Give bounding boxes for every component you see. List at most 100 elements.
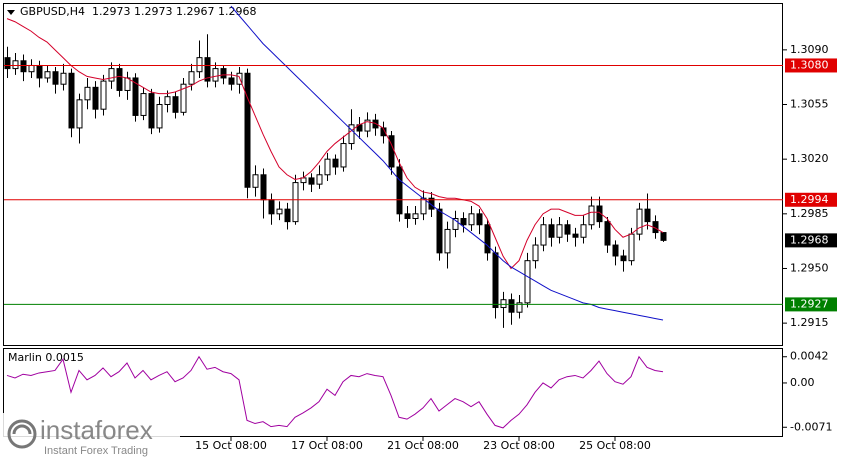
candle-body [580, 224, 587, 238]
current-price: 1.2968 [790, 233, 829, 246]
candle-body [572, 233, 579, 238]
level-label: 1.3080 [790, 58, 829, 71]
candle-body [172, 96, 179, 113]
candle-body [292, 182, 299, 223]
candle-body [588, 205, 595, 226]
candle-body [20, 60, 27, 73]
candle-body [268, 199, 275, 215]
candle-body [116, 68, 123, 91]
symbol-title: GBPUSD,H4 [20, 5, 85, 18]
moving-average [6, 18, 664, 270]
candle-body [276, 208, 283, 215]
x-tick-label: 17 Oct 08:00 [291, 439, 363, 452]
price-box [785, 233, 837, 248]
candle-body [436, 208, 443, 254]
candle-body [364, 119, 371, 132]
candle-body [28, 64, 35, 73]
watermark: instaforex Instant Forex Trading [0, 413, 180, 459]
candle-body [180, 83, 187, 113]
watermark-tagline: Instant Forex Trading [44, 445, 148, 457]
level-box [785, 192, 837, 207]
candle-body [604, 221, 611, 246]
watermark-logo-arc [12, 424, 32, 435]
header-low: 1.2967 [176, 5, 215, 18]
candle-body [396, 166, 403, 215]
candle-body [148, 93, 155, 129]
candle-body [324, 158, 331, 176]
y-tick-label: 0.00 [790, 376, 815, 389]
x-tick-label: 15 Oct 08:00 [195, 439, 267, 452]
candle-body [188, 71, 195, 85]
watermark-brand: instaforex [40, 415, 153, 445]
level-box [785, 58, 837, 73]
candle-body [316, 174, 323, 185]
candle-body [260, 174, 267, 201]
y-tick-label: 1.2915 [790, 316, 829, 329]
y-tick-label: 0.0042 [790, 350, 829, 363]
header-open: 1.2973 [92, 5, 131, 18]
level-label: 1.2994 [790, 193, 829, 206]
candle-body [500, 299, 507, 309]
candle-body [548, 224, 555, 238]
candle-body [660, 232, 667, 241]
marks: GBPUSD,H4 1.2973 1.2973 1.2967 1.29681.30901… [4, 5, 837, 452]
candle-body [596, 205, 603, 223]
candle-body [100, 80, 107, 110]
candle-body [132, 77, 139, 116]
oscillator-line [6, 355, 664, 429]
candle-body [508, 299, 515, 313]
candle-body [212, 68, 219, 82]
candle-body [196, 57, 203, 73]
candle-body [636, 208, 643, 235]
header-high: 1.2973 [134, 5, 173, 18]
candle-body [516, 302, 523, 313]
watermark-bg [0, 413, 180, 459]
y-tick-label: 1.3020 [790, 152, 829, 165]
candle-body [92, 86, 99, 110]
x-tick-label: 21 Oct 08:00 [387, 439, 459, 452]
y-tick-label: 1.2985 [790, 207, 829, 220]
indicator-title: Marlin 0.0015 [8, 351, 84, 364]
candle-body [12, 60, 19, 70]
level-box [785, 297, 837, 312]
candle-body [476, 213, 483, 226]
watermark-logo [7, 419, 37, 449]
level-label: 1.2927 [790, 297, 829, 310]
x-tick-label: 25 Oct 08:00 [579, 439, 651, 452]
candle-body [76, 99, 83, 129]
candle-body [332, 158, 339, 168]
candle-body [60, 72, 67, 85]
candle-body [244, 72, 251, 188]
candle-body [52, 71, 59, 85]
candle-body [612, 244, 619, 257]
candle-body [44, 71, 51, 79]
x-tick-label: 23 Oct 08:00 [483, 439, 555, 452]
candle-body [140, 93, 147, 116]
candle-body [36, 64, 43, 79]
candle-body [556, 224, 563, 238]
candle-body [308, 177, 315, 185]
candle-body [84, 86, 91, 101]
candle-body [108, 68, 115, 82]
candle-body [228, 77, 235, 85]
candle-body [644, 208, 651, 223]
menu-triangle[interactable] [7, 10, 15, 15]
candle-body [4, 57, 11, 70]
candle-body [284, 208, 291, 223]
candle-body [412, 213, 419, 220]
y-tick-label: 1.2950 [790, 261, 829, 274]
candle-body [68, 72, 75, 129]
candle-body [220, 68, 227, 79]
candle-body [460, 218, 467, 226]
candle-body [428, 197, 435, 210]
y-tick-label: -0.0071 [790, 420, 832, 433]
candle-body [204, 57, 211, 82]
candle-body [156, 104, 163, 129]
y-tick-label: 1.3090 [790, 43, 829, 56]
candle-body [164, 96, 171, 106]
candle-body [444, 228, 451, 254]
candle-body [524, 260, 531, 304]
candle-body [484, 224, 491, 254]
candle-body [468, 213, 475, 226]
